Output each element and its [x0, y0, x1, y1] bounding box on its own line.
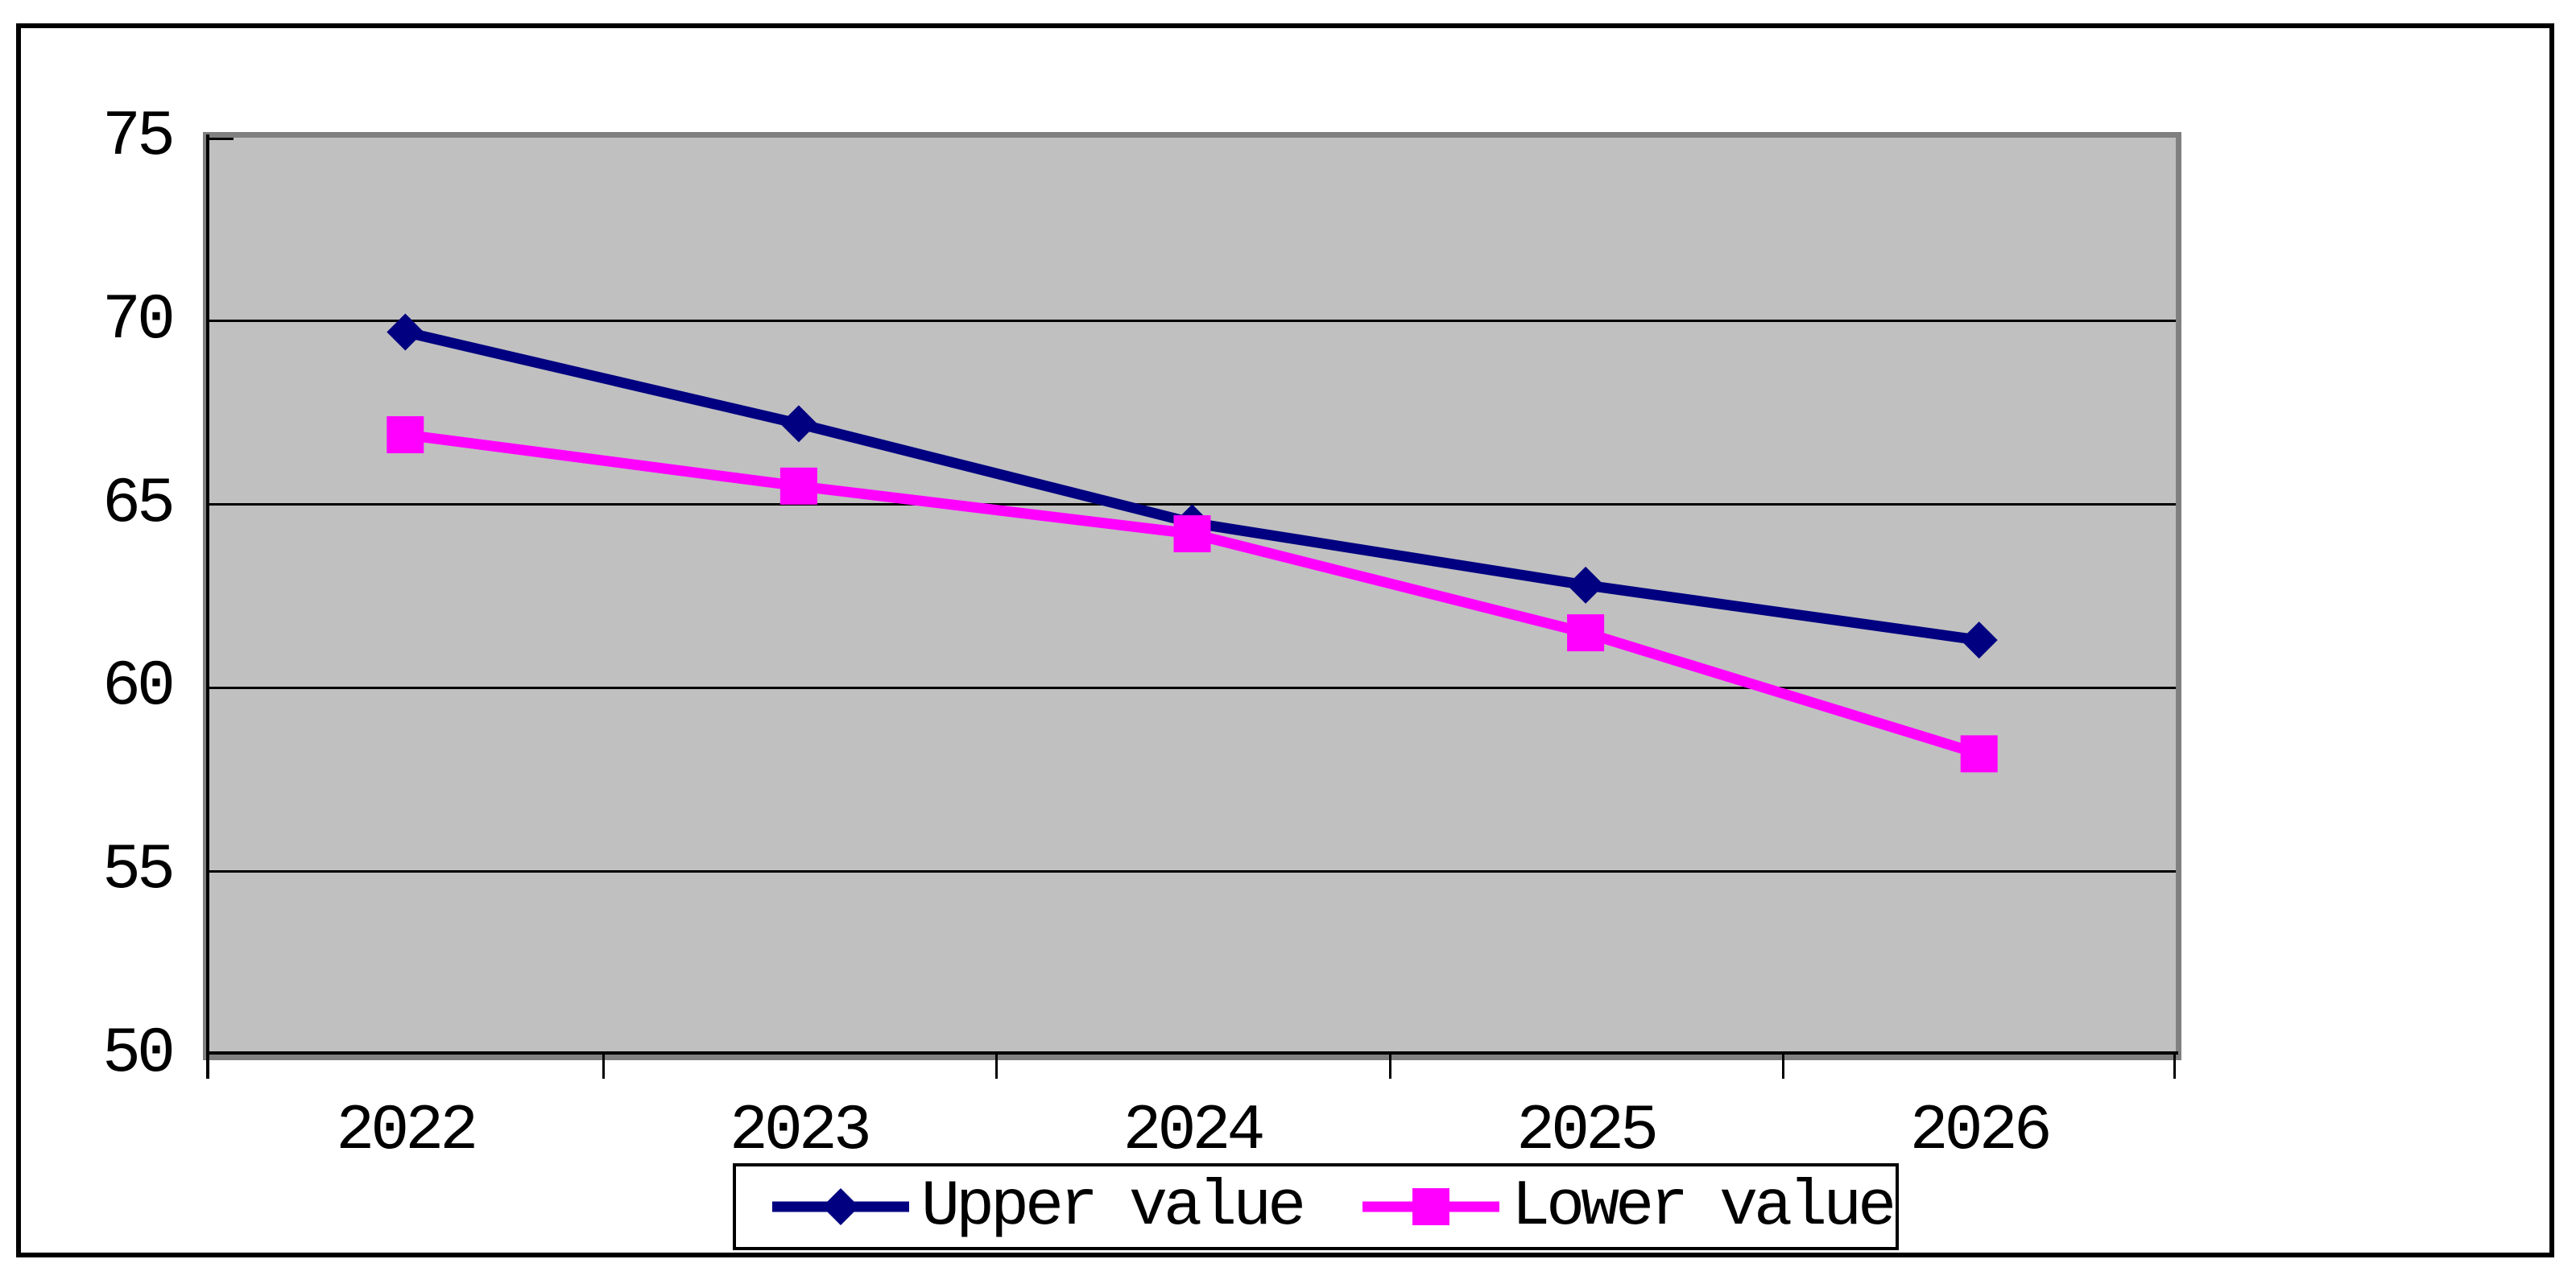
lower-value-line [404, 429, 1981, 759]
legend-line-square-swatch [1362, 1168, 1500, 1245]
upper-value-line [403, 327, 1980, 646]
legend-entry-upper-value: Upper value [772, 1168, 1306, 1245]
x-axis-label-2024: 2024 [1123, 1095, 1265, 1168]
legend-swatch-graphic [772, 1188, 909, 1225]
legend-label-lower-value: Lower value [1511, 1170, 1896, 1244]
legend-diamond-marker [822, 1188, 859, 1225]
upper-value-diamond-marker [1567, 566, 1605, 604]
y-axis-label-50: 50 [101, 1018, 176, 1091]
y-axis-label-65: 65 [101, 467, 176, 541]
x-axis-label-2022: 2022 [336, 1095, 478, 1168]
x-axis-tick [2173, 1055, 2176, 1079]
x-axis-label-2025: 2025 [1516, 1095, 1659, 1168]
x-axis-tick [995, 1055, 999, 1079]
x-axis-label-2023: 2023 [729, 1095, 872, 1168]
x-axis-line [206, 1051, 2178, 1055]
legend: Upper value Lower value [733, 1163, 1899, 1250]
legend-swatch-graphic [1362, 1188, 1500, 1225]
x-axis-tick [1388, 1055, 1391, 1079]
legend-entry-lower-value: Lower value [1362, 1168, 1896, 1245]
lower-value-square-marker [1173, 515, 1211, 553]
gridline-70 [209, 320, 2176, 323]
legend-square-marker [1412, 1188, 1450, 1225]
x-axis-tick [602, 1055, 605, 1079]
gridline-55 [209, 869, 2176, 873]
upper-value-diamond-marker [1960, 621, 1998, 659]
legend-line-diamond-swatch [772, 1168, 909, 1245]
y-axis-top-tick [209, 138, 234, 140]
y-axis-label-70: 70 [101, 283, 176, 357]
lower-value-square-marker [387, 416, 424, 454]
y-axis-label-60: 60 [101, 650, 176, 725]
gridline-60 [209, 686, 2176, 689]
legend-label-upper-value: Upper value [921, 1170, 1306, 1244]
upper-value-diamond-marker [387, 313, 424, 351]
upper-value-diamond-marker [779, 405, 817, 443]
lower-value-square-marker [779, 467, 817, 505]
y-axis-label-55: 55 [101, 834, 176, 908]
x-axis-label-2026: 2026 [1909, 1095, 2053, 1168]
plot-area [209, 138, 2176, 1055]
lower-value-square-marker [1960, 735, 1998, 773]
y-axis-line [206, 134, 209, 1079]
lower-value-square-marker [1567, 614, 1605, 652]
y-axis-label-75: 75 [101, 101, 176, 174]
x-axis-tick [1782, 1055, 1785, 1079]
